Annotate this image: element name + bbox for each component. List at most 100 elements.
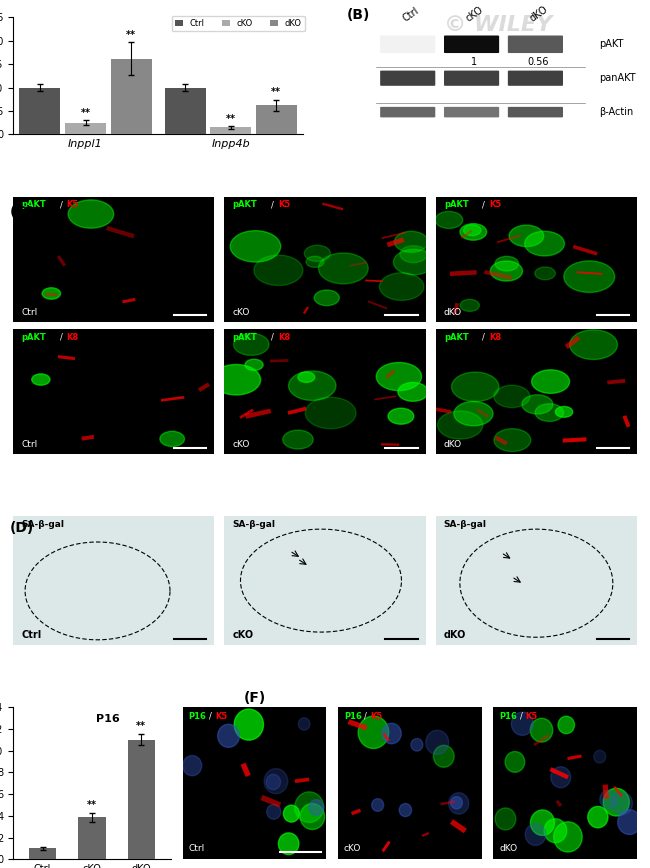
Text: pAKT: pAKT — [444, 332, 469, 342]
Bar — [65, 122, 106, 135]
Circle shape — [463, 225, 481, 236]
FancyBboxPatch shape — [380, 36, 436, 53]
Circle shape — [234, 709, 263, 740]
Text: dKO: dKO — [527, 3, 549, 23]
Text: panAKT: panAKT — [599, 73, 636, 83]
Text: **: ** — [271, 88, 281, 97]
Text: K8: K8 — [278, 332, 290, 342]
Circle shape — [380, 273, 424, 300]
Circle shape — [283, 806, 300, 822]
Circle shape — [309, 799, 324, 815]
Circle shape — [448, 792, 469, 814]
Circle shape — [399, 804, 411, 817]
Text: dKO: dKO — [499, 845, 517, 853]
Text: 0.56: 0.56 — [528, 57, 549, 67]
Legend: Ctrl, cKO, dKO: Ctrl, cKO, dKO — [172, 16, 305, 31]
Text: dKO: dKO — [444, 630, 466, 640]
Text: dKO: dKO — [444, 440, 462, 449]
Circle shape — [530, 718, 552, 742]
Circle shape — [535, 267, 555, 279]
Text: /: / — [482, 332, 486, 342]
Text: cKO: cKO — [233, 307, 250, 317]
Circle shape — [558, 716, 575, 733]
Circle shape — [460, 224, 487, 240]
Circle shape — [454, 402, 493, 426]
Text: Ctrl: Ctrl — [400, 5, 421, 23]
Circle shape — [460, 299, 480, 312]
FancyBboxPatch shape — [444, 107, 499, 117]
Circle shape — [230, 231, 281, 262]
Text: pAKT: pAKT — [599, 39, 623, 49]
Circle shape — [306, 256, 324, 267]
Circle shape — [294, 792, 324, 823]
Text: β-Actin: β-Actin — [599, 107, 634, 117]
Text: /: / — [60, 332, 62, 342]
Circle shape — [358, 716, 389, 748]
Circle shape — [435, 212, 463, 228]
Circle shape — [437, 411, 483, 439]
Circle shape — [306, 398, 356, 429]
Circle shape — [555, 406, 573, 418]
Text: P16: P16 — [344, 712, 361, 720]
Bar — [128, 740, 155, 859]
Text: SA-β-gal: SA-β-gal — [233, 520, 276, 529]
Circle shape — [618, 810, 641, 834]
Circle shape — [298, 372, 315, 383]
Text: P16: P16 — [188, 712, 206, 720]
Circle shape — [278, 833, 299, 855]
Circle shape — [264, 768, 288, 793]
Text: © WILEY: © WILEY — [443, 16, 552, 36]
Circle shape — [600, 790, 618, 809]
Text: /: / — [271, 332, 274, 342]
Circle shape — [400, 246, 427, 263]
Text: K5: K5 — [526, 712, 538, 720]
Text: **: ** — [81, 108, 90, 118]
Text: Ctrl: Ctrl — [21, 307, 37, 317]
Circle shape — [426, 730, 448, 754]
Circle shape — [535, 404, 564, 422]
Text: 1: 1 — [471, 57, 478, 67]
Text: /: / — [60, 201, 62, 209]
Text: /: / — [271, 201, 274, 209]
Circle shape — [525, 824, 546, 845]
Text: K8: K8 — [489, 332, 502, 342]
Circle shape — [603, 788, 629, 816]
Text: **: ** — [87, 800, 97, 810]
Circle shape — [245, 359, 263, 371]
Circle shape — [233, 333, 269, 355]
Text: SA-β-gal: SA-β-gal — [444, 520, 487, 529]
Text: (C): (C) — [10, 206, 32, 220]
Bar — [210, 128, 251, 135]
Circle shape — [411, 739, 423, 751]
Bar — [29, 848, 56, 859]
Circle shape — [304, 245, 330, 261]
Circle shape — [283, 430, 313, 449]
Circle shape — [254, 255, 303, 286]
FancyBboxPatch shape — [444, 36, 499, 53]
Circle shape — [588, 806, 608, 828]
Circle shape — [509, 225, 543, 247]
Circle shape — [300, 804, 324, 830]
FancyBboxPatch shape — [508, 70, 563, 86]
Circle shape — [450, 797, 462, 809]
Bar — [164, 88, 205, 135]
Circle shape — [211, 365, 261, 395]
Circle shape — [266, 774, 281, 790]
Text: pAKT: pAKT — [233, 201, 257, 209]
Circle shape — [398, 383, 428, 401]
Text: /: / — [365, 712, 367, 720]
Text: Ctrl: Ctrl — [21, 440, 37, 449]
Text: P16: P16 — [96, 714, 120, 725]
Circle shape — [298, 718, 310, 730]
Text: K5: K5 — [67, 201, 79, 209]
Circle shape — [266, 805, 281, 819]
Text: (D): (D) — [10, 521, 34, 535]
FancyBboxPatch shape — [508, 36, 563, 53]
Circle shape — [42, 288, 60, 299]
Text: K8: K8 — [67, 332, 79, 342]
Circle shape — [388, 408, 414, 424]
Text: K5: K5 — [489, 201, 502, 209]
Circle shape — [160, 431, 185, 446]
Text: /: / — [209, 712, 212, 720]
Text: K5: K5 — [278, 201, 291, 209]
